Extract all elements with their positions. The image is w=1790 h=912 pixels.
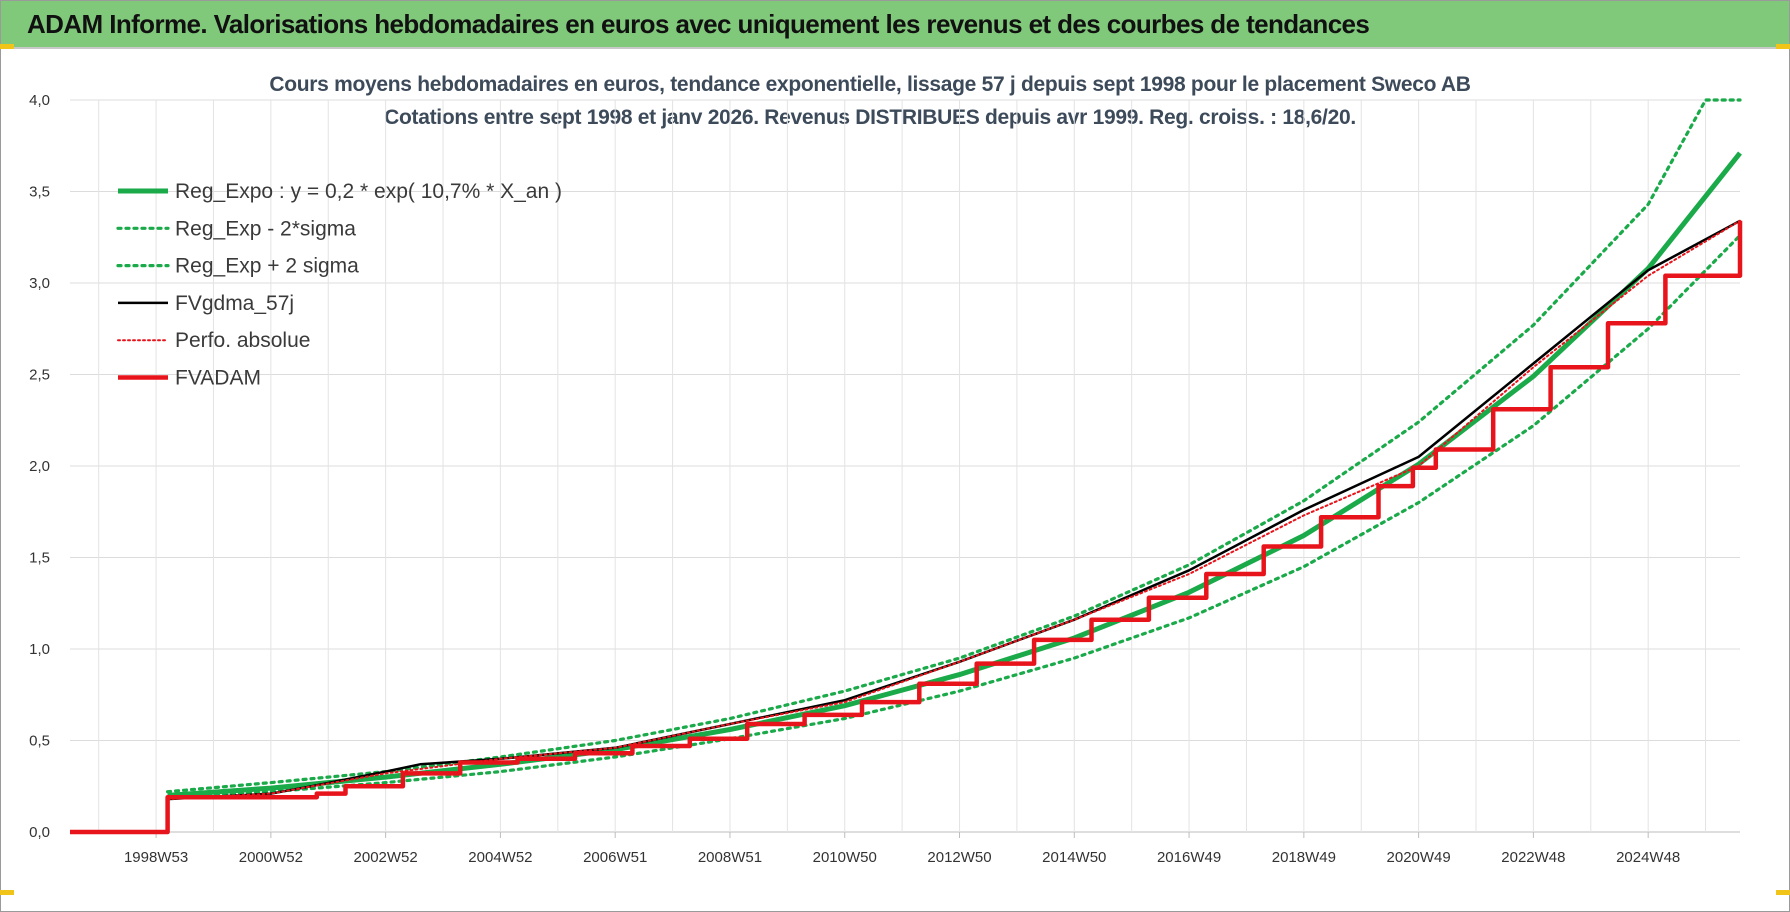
grid <box>70 99 1740 833</box>
legend-label: FVgdma_57j <box>175 292 294 315</box>
x-axis-labels: 1998W53 2000W52 2002W52 2004W52 2006W51 2008W… <box>124 832 1680 866</box>
y-tick-label: 0,5 <box>29 733 50 750</box>
corner-mark <box>0 890 14 895</box>
x-tick-label: 2014W50 <box>1042 849 1106 866</box>
series-line-4 <box>166 219 1741 801</box>
x-tick-label: 2006W51 <box>583 849 647 866</box>
legend-label: Reg_Exp - 2*sigma <box>175 217 356 240</box>
legend-label: Reg_Expo : y = 0,2 * exp( 10,7% * X_an ) <box>175 180 562 203</box>
x-tick-label: 2020W49 <box>1387 849 1451 866</box>
corner-mark <box>1776 44 1790 49</box>
y-tick-label: 2,5 <box>29 367 50 384</box>
series-line-5 <box>70 220 1743 835</box>
series-line-3 <box>70 219 1741 834</box>
x-tick-label: 2024W48 <box>1616 849 1680 866</box>
y-tick-label: 3,0 <box>29 275 50 292</box>
y-tick-label: 3,5 <box>29 184 50 201</box>
legend-label: Perfo. absolue <box>175 329 310 352</box>
legend: Reg_Expo : y = 0,2 * exp( 10,7% * X_an )… <box>116 180 562 390</box>
y-tick-label: 1,5 <box>29 550 50 567</box>
x-tick-label: 2000W52 <box>239 849 303 866</box>
chart-title: Cours moyens hebdomadaires en euros, ten… <box>269 73 1471 96</box>
corner-mark <box>0 44 14 49</box>
banner-title: ADAM Informe. Valorisations hebdomadaire… <box>27 9 1370 39</box>
series-line-0 <box>167 151 1742 798</box>
x-tick-label: 2004W52 <box>468 849 532 866</box>
series-group <box>70 98 1743 835</box>
x-tick-label: 2016W49 <box>1157 849 1221 866</box>
x-tick-label: 2022W48 <box>1501 849 1565 866</box>
y-tick-label: 1,0 <box>29 641 50 658</box>
x-tick-label: 2008W51 <box>698 849 762 866</box>
x-tick-label: 2018W49 <box>1272 849 1336 866</box>
legend-label: Reg_Exp + 2 sigma <box>175 255 359 278</box>
x-tick-label: 1998W53 <box>124 849 188 866</box>
corner-mark <box>1776 890 1790 895</box>
series-line-1 <box>166 233 1742 799</box>
header-banner: ADAM Informe. Valorisations hebdomadaire… <box>1 1 1789 49</box>
x-tick-label: 2002W52 <box>354 849 418 866</box>
y-tick-label: 0,0 <box>29 824 50 841</box>
y-axis-labels: 0,0 0,5 1,0 1,5 2,0 2,5 3,0 3,5 4,0 <box>29 92 50 841</box>
chart-subtitle: Cotations entre sept 1998 et janv 2026. … <box>384 106 1356 129</box>
series-line-2 <box>166 98 1742 794</box>
y-tick-label: 4,0 <box>29 92 50 109</box>
x-tick-label: 2010W50 <box>813 849 877 866</box>
y-tick-label: 2,0 <box>29 458 50 475</box>
x-tick-label: 2012W50 <box>927 849 991 866</box>
legend-label: FVADAM <box>175 367 261 390</box>
